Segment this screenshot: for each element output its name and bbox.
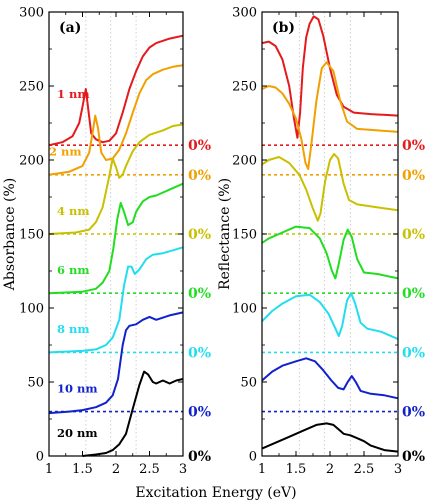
thickness-label: 1 nm bbox=[57, 87, 90, 101]
y-tick-label: 150 bbox=[232, 228, 257, 243]
y-tick-label: 200 bbox=[232, 154, 257, 169]
series-line-8nm bbox=[48, 246, 184, 354]
series-line-1nm bbox=[48, 34, 184, 147]
x-tick-label: 3 bbox=[394, 462, 402, 477]
zero-percent-label: 0% bbox=[402, 405, 425, 421]
y-tick-label: 200 bbox=[19, 154, 44, 169]
x-axis-title: Excitation Energy (eV) bbox=[135, 485, 296, 501]
y-tick-label: 50 bbox=[240, 376, 257, 391]
y-tick-label: 150 bbox=[19, 228, 44, 243]
zero-percent-label: 0% bbox=[188, 286, 211, 302]
thickness-label: 20 nm bbox=[57, 426, 98, 440]
y-tick-label: 100 bbox=[232, 302, 257, 317]
zero-percent-label: 0% bbox=[402, 227, 425, 243]
y-axis-title: Absorbance (%) bbox=[2, 178, 18, 292]
x-tick-label: 2.5 bbox=[139, 462, 160, 477]
x-tick-label: 2 bbox=[326, 462, 334, 477]
series-line-10nm bbox=[48, 311, 184, 415]
y-axis-title: Reflectance (%) bbox=[217, 178, 233, 290]
series-line-6nm bbox=[48, 182, 184, 295]
series-line-4nm bbox=[48, 123, 184, 235]
zero-percent-label: 0% bbox=[188, 168, 211, 184]
zero-percent-label: 0% bbox=[402, 345, 425, 361]
thickness-label: 8 nm bbox=[57, 322, 90, 336]
y-tick-label: 0 bbox=[249, 450, 257, 465]
y-tick-label: 50 bbox=[27, 376, 44, 391]
zero-percent-label: 0% bbox=[402, 138, 425, 154]
zero-percent-label: 0% bbox=[188, 227, 211, 243]
thickness-label: 4 nm bbox=[57, 204, 90, 218]
series-line-20nm bbox=[261, 422, 399, 453]
panel-label: (a) bbox=[59, 20, 81, 36]
series-line-10nm bbox=[261, 357, 399, 400]
x-tick-label: 1.5 bbox=[286, 462, 307, 477]
series-line-8nm bbox=[261, 292, 399, 341]
y-tick-label: 300 bbox=[19, 6, 44, 21]
zero-percent-label: 0% bbox=[402, 168, 425, 184]
thickness-label: 10 nm bbox=[57, 381, 98, 395]
thickness-label: 2 nm bbox=[49, 145, 82, 159]
zero-percent-label: 0% bbox=[188, 345, 211, 361]
panel-b-reflectance: 0% 0% 0% 0% 0% 0% 0% 0 50 100 150 200 250 300 1 1.5 2 2.5… bbox=[217, 6, 425, 478]
zero-percent-label: 0% bbox=[188, 449, 211, 465]
x-tick-label: 1.5 bbox=[72, 462, 93, 477]
x-tick-label: 2.5 bbox=[354, 462, 375, 477]
y-tick-label: 250 bbox=[19, 80, 44, 95]
series-line-2nm bbox=[261, 61, 399, 170]
series-line-20nm bbox=[82, 370, 184, 457]
x-tick-label: 2 bbox=[112, 462, 120, 477]
series-line-4nm bbox=[261, 153, 399, 222]
zero-percent-label: 0% bbox=[188, 405, 211, 421]
x-tick-label: 1 bbox=[258, 462, 266, 477]
panel-a-absorbance: 0% 1 nm 0% 2 nm 0% 4 nm 0% 6 nm 0% 8 nm 0% 10 nm 0% 2… bbox=[2, 6, 211, 478]
zero-percent-label: 0% bbox=[188, 138, 211, 154]
y-tick-label: 300 bbox=[232, 6, 257, 21]
y-tick-label: 100 bbox=[19, 302, 44, 317]
x-tick-label: 3 bbox=[179, 462, 187, 477]
series-line-6nm bbox=[261, 225, 399, 280]
zero-percent-label: 0% bbox=[402, 286, 425, 302]
y-tick-label: 0 bbox=[36, 450, 44, 465]
zero-percent-label: 0% bbox=[402, 449, 425, 465]
y-tick-label: 250 bbox=[232, 80, 257, 95]
panel-label: (b) bbox=[272, 20, 295, 36]
x-tick-label: 1 bbox=[45, 462, 53, 477]
thickness-label: 6 nm bbox=[57, 263, 90, 277]
